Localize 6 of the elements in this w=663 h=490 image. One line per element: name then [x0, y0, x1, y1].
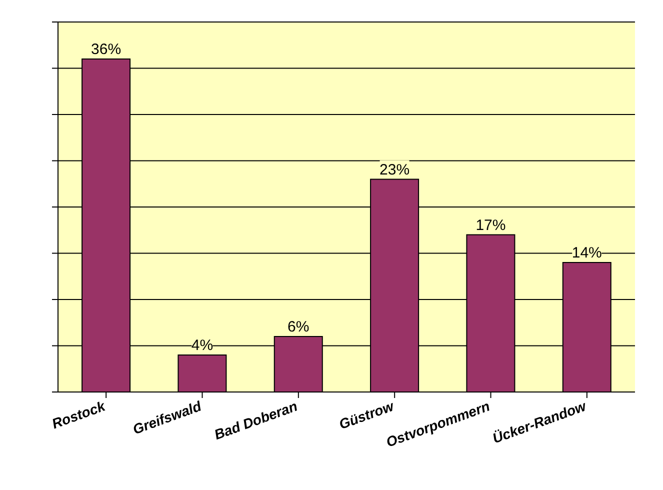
data-label: 36%: [91, 41, 122, 58]
data-label: 4%: [191, 337, 214, 354]
data-label: 14%: [572, 244, 602, 262]
data-label: 23%: [380, 161, 410, 178]
data-label: 6%: [288, 318, 310, 336]
data-label: 17%: [476, 216, 506, 234]
